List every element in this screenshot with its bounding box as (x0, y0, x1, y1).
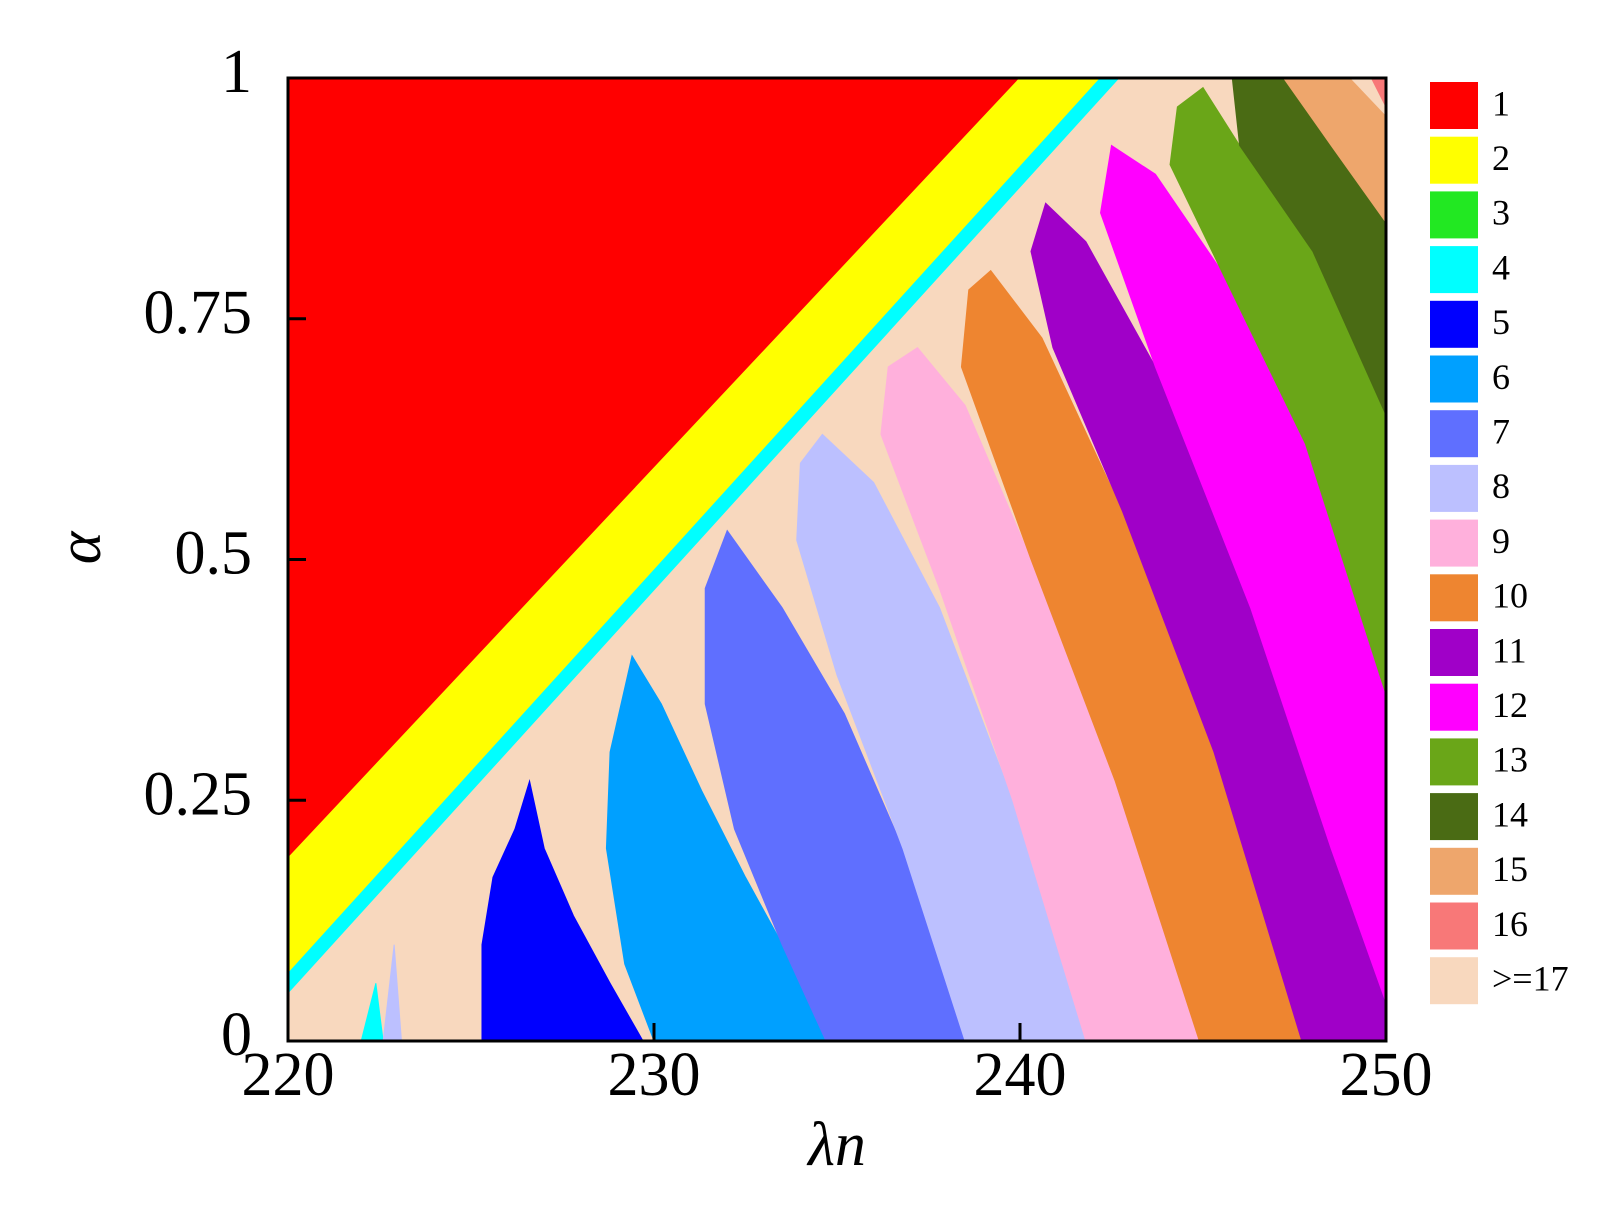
legend-label: 16 (1492, 904, 1528, 944)
legend-label: 11 (1492, 630, 1527, 670)
legend-swatch (1430, 464, 1478, 512)
legend-label: 3 (1492, 193, 1510, 233)
region (481, 779, 644, 1042)
legend-label: 13 (1492, 740, 1528, 780)
x-tick-label: 230 (608, 1041, 701, 1109)
y-tick-label: 0.25 (144, 760, 253, 828)
legend-label: 9 (1492, 521, 1510, 561)
legend-label: 1 (1492, 83, 1510, 123)
legend-label: 8 (1492, 466, 1510, 506)
legend-label: 5 (1492, 302, 1510, 342)
legend-swatch (1430, 957, 1478, 1005)
x-tick-label: 240 (974, 1041, 1067, 1109)
y-axis-label: α (46, 530, 114, 564)
legend-swatch (1430, 847, 1478, 895)
x-axis-label: λn (806, 1111, 866, 1179)
plot-area (287, 77, 1387, 1042)
legend-swatch (1430, 136, 1478, 184)
legend-swatch (1430, 246, 1478, 294)
legend-swatch (1430, 355, 1478, 403)
legend-label: 12 (1492, 685, 1528, 725)
legend-swatch (1430, 683, 1478, 731)
legend-label: 15 (1492, 849, 1528, 889)
legend-label: >=17 (1492, 958, 1569, 998)
legend-swatch (1430, 519, 1478, 567)
y-tick-label: 0.75 (144, 279, 253, 347)
legend-swatch (1430, 191, 1478, 239)
legend-label: 6 (1492, 357, 1510, 397)
x-tick-label: 250 (1340, 1041, 1433, 1109)
x-tick-label: 220 (242, 1041, 335, 1109)
y-tick-label: 0 (221, 1001, 252, 1069)
legend-swatch (1430, 410, 1478, 458)
legend-swatch (1430, 738, 1478, 786)
legend-swatch (1430, 82, 1478, 129)
legend-label: 14 (1492, 794, 1528, 834)
legend-swatch (1430, 629, 1478, 676)
legend-swatch (1430, 300, 1478, 348)
y-tick-label: 0.5 (175, 520, 253, 588)
legend-label: 4 (1492, 247, 1510, 287)
legend-label: 10 (1492, 576, 1528, 616)
legend-label: 2 (1492, 138, 1510, 178)
legend-swatch (1430, 902, 1478, 950)
legend-swatch (1430, 793, 1478, 841)
legend-swatch (1430, 574, 1478, 622)
legend-label: 7 (1492, 411, 1510, 451)
y-tick-label: 1 (221, 38, 252, 106)
